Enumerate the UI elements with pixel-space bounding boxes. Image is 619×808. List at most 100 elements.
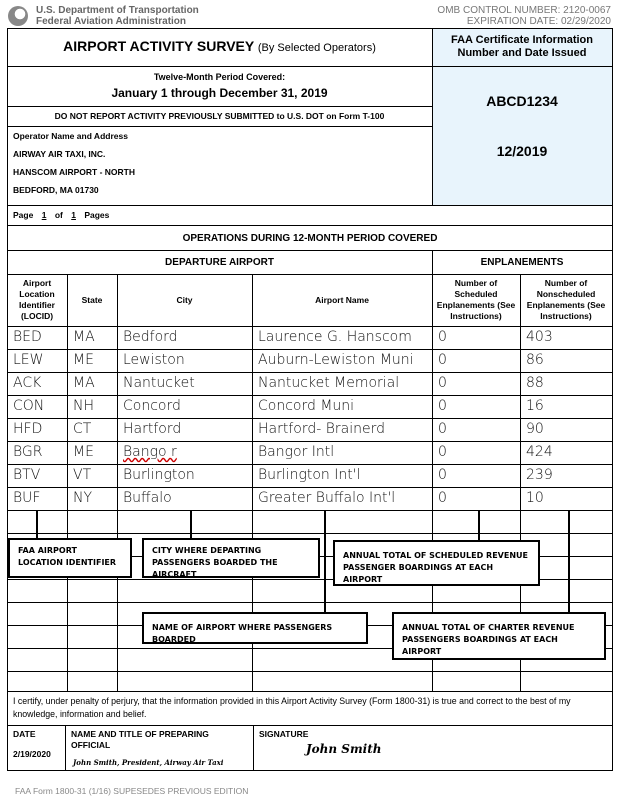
cell-scheduled[interactable]: 0	[438, 467, 447, 483]
callout-arrow	[324, 510, 326, 612]
certificate-date: 12/2019	[496, 143, 548, 159]
column-header-city: City	[176, 294, 193, 305]
cell-city[interactable]: Buffalo	[123, 490, 172, 506]
callout-box: ANNUAL TOTAL OF SCHEDULED REVENUE PASSEN…	[333, 540, 540, 586]
column-divider	[67, 274, 68, 691]
cell-locid[interactable]: ACK	[13, 375, 42, 391]
cell-airport-name[interactable]: Nantucket Memorial	[258, 375, 400, 391]
cell-nonscheduled[interactable]: 10	[526, 490, 544, 506]
cell-airport-name[interactable]: Hartford- Brainerd	[258, 421, 386, 437]
operator-label: Operator Name and Address	[13, 131, 128, 141]
expiration-date: EXPIRATION DATE: 02/29/2020	[466, 16, 611, 27]
column-header-nonscheduled: Number of Nonscheduled Enplanements (See…	[526, 278, 606, 321]
cell-locid[interactable]: BGR	[13, 444, 43, 460]
row-divider	[7, 648, 613, 649]
callout-box: FAA AIRPORT LOCATION IDENTIFIER	[8, 538, 132, 578]
row-divider	[7, 395, 613, 396]
cell-nonscheduled[interactable]: 239	[526, 467, 553, 483]
name-title-value[interactable]: John Smith, President, Airway Air Taxi	[73, 758, 224, 767]
operator-address2: BEDFORD, MA 01730	[13, 185, 99, 195]
row-divider	[7, 579, 613, 580]
cell-nonscheduled[interactable]: 86	[526, 352, 544, 368]
operator-name: AIRWAY AIR TAXI, INC.	[13, 149, 106, 159]
cell-scheduled[interactable]: 0	[438, 352, 447, 368]
cell-state[interactable]: NY	[73, 490, 93, 506]
cell-state[interactable]: MA	[73, 329, 95, 345]
row-divider	[7, 671, 613, 672]
omb-number: OMB CONTROL NUMBER: 2120-0067	[437, 5, 611, 16]
cell-locid[interactable]: BTV	[13, 467, 41, 483]
callout-arrow	[36, 510, 38, 538]
certificate-header: FAA Certificate Information Number and Da…	[451, 34, 593, 59]
callout-arrow	[568, 510, 570, 612]
operations-title: OPERATIONS DURING 12-MONTH PERIOD COVERE…	[182, 233, 438, 244]
cell-nonscheduled[interactable]: 88	[526, 375, 544, 391]
cell-city[interactable]: Nantucket	[123, 375, 195, 391]
cell-airport-name[interactable]: Greater Buffalo Int'l	[258, 490, 396, 506]
row-divider	[7, 510, 613, 511]
notice: DO NOT REPORT ACTIVITY PREVIOUSLY SUBMIT…	[54, 111, 385, 121]
cell-nonscheduled[interactable]: 424	[526, 444, 553, 460]
dot-logo	[8, 6, 28, 26]
cell-airport-name[interactable]: Auburn-Lewiston Muni	[258, 352, 414, 368]
row-divider	[7, 326, 613, 327]
cell-airport-name[interactable]: Concord Muni	[258, 398, 355, 414]
form-footer: FAA Form 1800-31 (1/16) SUPESEDES PREVIO…	[15, 786, 249, 796]
cell-city[interactable]: Bango r	[123, 444, 177, 460]
row-divider	[7, 349, 613, 350]
form-frame	[7, 28, 613, 771]
cell-state[interactable]: ME	[73, 444, 94, 460]
cell-nonscheduled[interactable]: 403	[526, 329, 553, 345]
signature-value[interactable]: John Smith	[306, 742, 382, 756]
page-indicator: Page 1 of 1 Pages	[13, 210, 110, 220]
cell-locid[interactable]: CON	[13, 398, 45, 414]
row-divider	[7, 533, 613, 534]
cell-scheduled[interactable]: 0	[438, 375, 447, 391]
cell-state[interactable]: VT	[73, 467, 92, 483]
cell-nonscheduled[interactable]: 16	[526, 398, 544, 414]
cell-airport-name[interactable]: Burlington Int'l	[258, 467, 361, 483]
cell-locid[interactable]: HFD	[13, 421, 43, 437]
column-header-scheduled: Number of Scheduled Enplanements (See In…	[436, 278, 516, 321]
form-title: AIRPORT ACTIVITY SURVEY (By Selected Ope…	[63, 38, 376, 54]
callout-box: ANNUAL TOTAL OF CHARTER REVENUE PASSENGE…	[392, 612, 606, 660]
cell-nonscheduled[interactable]: 90	[526, 421, 544, 437]
cell-city[interactable]: Burlington	[123, 467, 195, 483]
certification-text: I certify, under penalty of perjury, tha…	[13, 696, 571, 719]
row-divider	[7, 464, 613, 465]
certificate-number: ABCD1234	[486, 93, 558, 109]
column-divider	[520, 274, 521, 691]
enplanements-header: ENPLANEMENTS	[480, 257, 564, 268]
cell-city[interactable]: Bedford	[123, 329, 178, 345]
date-value[interactable]: 2/19/2020	[13, 749, 51, 759]
callout-box: NAME OF AIRPORT WHERE PASSENGERS BOARDED	[142, 612, 368, 644]
cell-city[interactable]: Hartford	[123, 421, 182, 437]
cell-state[interactable]: ME	[73, 352, 94, 368]
row-divider	[7, 418, 613, 419]
cell-locid[interactable]: LEW	[13, 352, 44, 368]
cell-airport-name[interactable]: Laurence G. Hanscom	[258, 329, 412, 345]
agency-line2: Federal Aviation Administration	[36, 16, 187, 27]
cell-city[interactable]: Lewiston	[123, 352, 185, 368]
cell-scheduled[interactable]: 0	[438, 490, 447, 506]
certificate-panel	[432, 29, 612, 205]
row-divider	[7, 372, 613, 373]
departure-header: DEPARTURE AIRPORT	[165, 257, 274, 268]
cell-locid[interactable]: BUF	[13, 490, 41, 506]
column-header-state: State	[81, 294, 103, 305]
cell-scheduled[interactable]: 0	[438, 329, 447, 345]
cell-state[interactable]: CT	[73, 421, 92, 437]
name-title-label: NAME AND TITLE OF PREPARING OFFICIAL	[71, 729, 209, 750]
period-label: Twelve-Month Period Covered:	[153, 72, 286, 82]
cell-airport-name[interactable]: Bangor Intl	[258, 444, 335, 460]
cell-scheduled[interactable]: 0	[438, 421, 447, 437]
cell-state[interactable]: MA	[73, 375, 95, 391]
row-divider	[7, 441, 613, 442]
cell-state[interactable]: NH	[73, 398, 94, 414]
cell-scheduled[interactable]: 0	[438, 444, 447, 460]
cell-scheduled[interactable]: 0	[438, 398, 447, 414]
cell-city[interactable]: Concord	[123, 398, 181, 414]
callout-box: CITY WHERE DEPARTING PASSENGERS BOARDED …	[142, 538, 320, 579]
date-label: DATE	[13, 729, 36, 739]
cell-locid[interactable]: BED	[13, 329, 42, 345]
